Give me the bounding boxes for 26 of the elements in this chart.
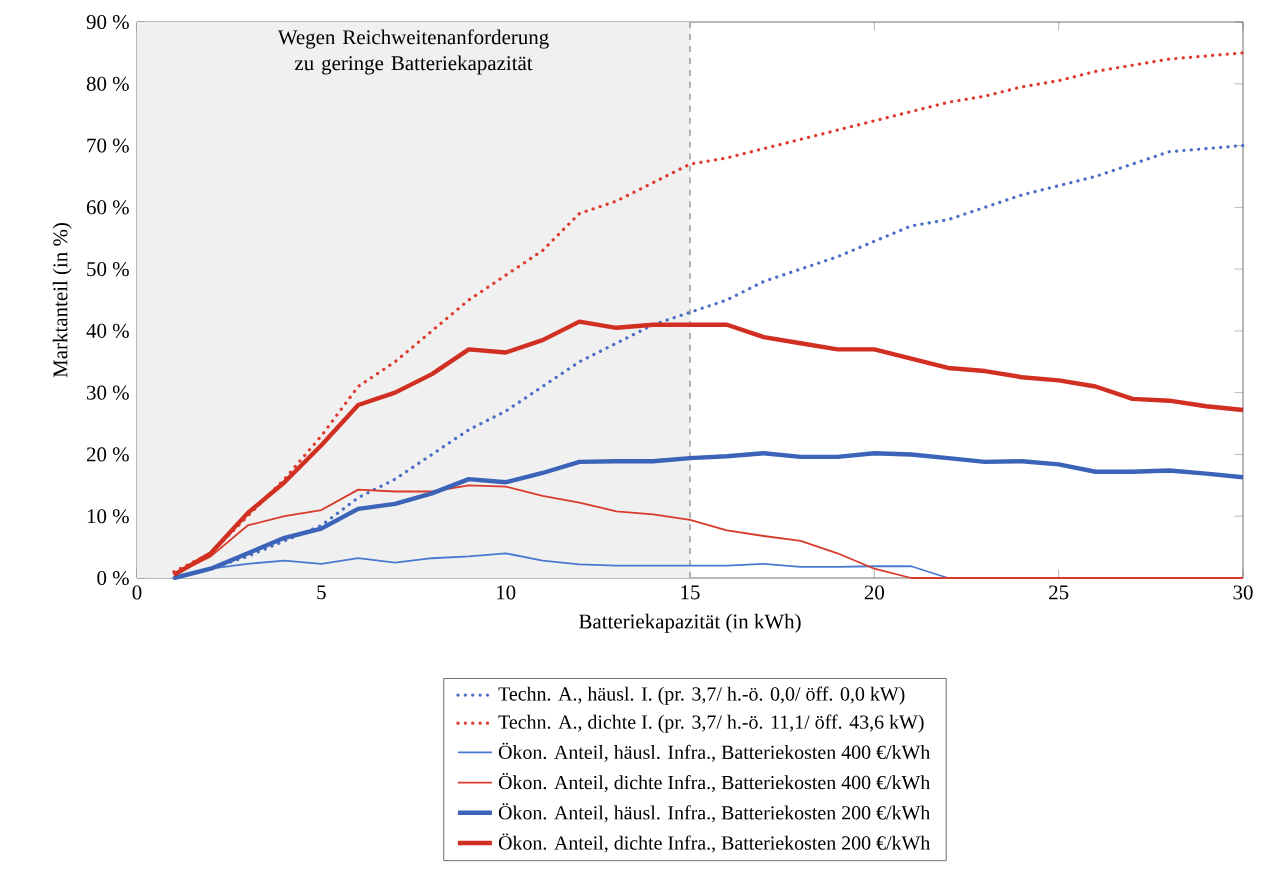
y-tick-label: 90 % (86, 14, 129, 30)
y-tick-label: 10 % (87, 509, 129, 524)
y-tick-label: 30 % (87, 385, 129, 400)
x-tick-label: 30 (1233, 585, 1253, 600)
legend-label: Techn. A., dichte I. (pr. 3,7/ h.-ö. 11,1/ öff. 43,6 kW) (498, 714, 924, 733)
legend-label: Ökon. Anteil, häusl. Infra., Batteriekosten 400 €/kWh (498, 742, 931, 762)
legend-label: Ökon. Anteil, häusl. Infra., Batteriekosten 200 €/kWh (498, 803, 931, 823)
x-tick-label: 20 (864, 585, 884, 600)
y-tick-label: 0 % (97, 570, 129, 586)
y-axis-title: Marktanteil (in %) (52, 223, 72, 378)
legend-label: Techn. A., häusl. I. (pr. 3,7/ h.-ö. 0,0/ öff. 0,0 kW) (498, 686, 905, 705)
x-tick-label: 0 (132, 585, 142, 600)
x-axis-title: Batteriekapazität (in kWh) (579, 613, 801, 633)
x-tick-label: 15 (681, 585, 700, 600)
y-tick-label: 20 % (86, 447, 129, 462)
band-label: Wegen Reichweitenanforderung zu geringe Batteriekapazität (277, 29, 549, 75)
y-tick-label: 50 % (87, 262, 129, 277)
x-tick-label: 10 (497, 585, 516, 600)
y-tick-label: 40 % (86, 323, 129, 338)
legend-label: Ökon. Anteil, dichte Infra., Batteriekosten 400 €/kWh (498, 772, 931, 793)
legend-label: Ökon. Anteil, dichte Infra., Batteriekosten 200 €/kWh (498, 833, 931, 853)
x-tick-label: 25 (1049, 585, 1069, 600)
y-tick-label: 60 % (86, 200, 129, 215)
y-tick-label: 80 % (86, 76, 129, 91)
x-tick-label: 5 (317, 585, 326, 600)
y-tick-label: 70 % (87, 138, 129, 153)
